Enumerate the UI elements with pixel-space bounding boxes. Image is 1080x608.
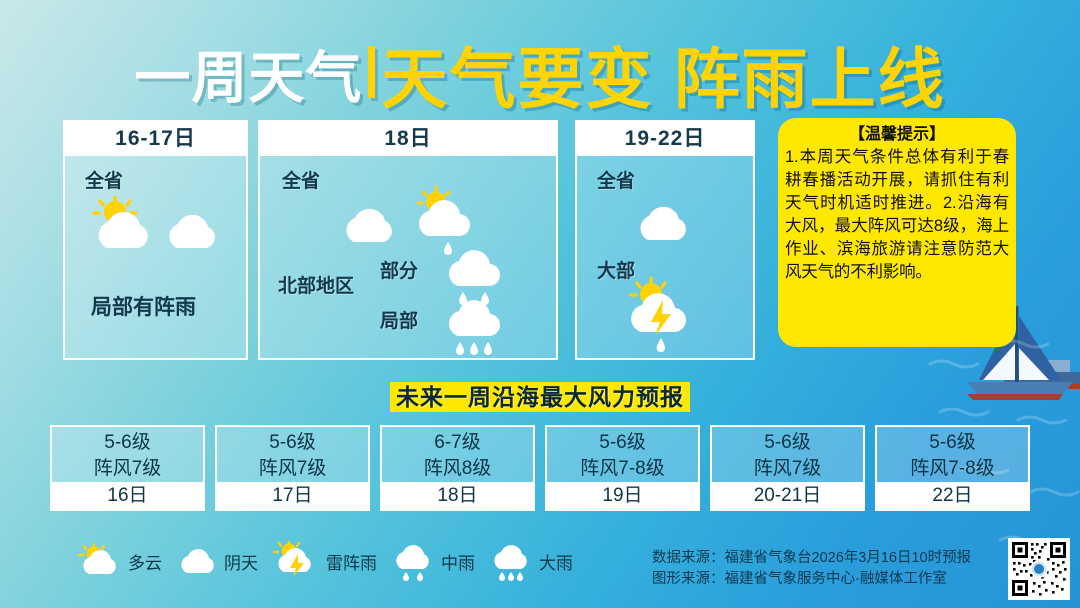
cloudy-icon bbox=[169, 214, 215, 248]
data-source-line: 数据来源：福建省气象台2026年3月16日10时预报 bbox=[652, 550, 972, 566]
moderate-rain-icon bbox=[449, 250, 501, 305]
panel-2-date: 18日 bbox=[260, 122, 556, 156]
forecast-panel-1[interactable]: 16-17日 全省 局部有阵雨 bbox=[63, 120, 248, 360]
legend-label: 雷阵雨 bbox=[326, 553, 377, 573]
wind-cell-levels: 5-6级 阵风7级 bbox=[712, 427, 863, 482]
weather-legend: 多云 阴天 雷阵雨 中雨 bbox=[78, 538, 573, 584]
wind-cell[interactable]: 5-6级 阵风7级 20-21日 bbox=[710, 425, 865, 511]
wind-level: 5-6级 bbox=[764, 432, 811, 453]
legend-item: 雷阵雨 bbox=[272, 541, 377, 581]
panel-2-body: 全省 北部地区 部分 局部 bbox=[260, 156, 556, 358]
legend-item: 大雨 bbox=[489, 540, 573, 582]
wind-level: 5-6级 bbox=[104, 432, 151, 453]
source-footer: 数据来源：福建省气象台2026年3月16日10时预报 图形来源：福建省气象服务中… bbox=[652, 548, 971, 590]
wind-cell-levels: 5-6级 阵风7级 bbox=[217, 427, 368, 482]
legend-label: 大雨 bbox=[539, 553, 573, 573]
wind-cell-levels: 5-6级 阵风7级 bbox=[52, 427, 203, 482]
cloudy-icon bbox=[181, 549, 214, 573]
wind-section-title-wrap: 未来一周沿海最大风力预报 bbox=[0, 382, 1080, 412]
wind-section-title: 未来一周沿海最大风力预报 bbox=[390, 382, 690, 412]
partly-cloudy-icon bbox=[92, 196, 148, 248]
wind-cell-levels: 6-7级 阵风8级 bbox=[382, 427, 533, 482]
wind-forecast-row: 5-6级 阵风7级 16日 5-6级 阵风7级 17日 6-7级 阵风8级 18… bbox=[50, 425, 1030, 511]
thunderstorm-icon bbox=[272, 541, 311, 577]
moderate-rain-icon bbox=[396, 545, 429, 581]
wind-level: 5-6级 bbox=[599, 432, 646, 453]
tips-body: 1.本周天气条件总体有利于春耕春播活动开展，请抓住有利天气时机适时推进。2.沿海… bbox=[785, 148, 1009, 281]
legend-label: 多云 bbox=[128, 553, 162, 573]
wind-cell[interactable]: 5-6级 阵风7级 16日 bbox=[50, 425, 205, 511]
wind-cell[interactable]: 5-6级 阵风7-8级 19日 bbox=[545, 425, 700, 511]
legend-label: 中雨 bbox=[441, 553, 475, 573]
wind-cell[interactable]: 5-6级 阵风7-8级 22日 bbox=[875, 425, 1030, 511]
wind-gust: 阵风7-8级 bbox=[910, 458, 995, 479]
wind-gust: 阵风7级 bbox=[753, 458, 822, 479]
forecast-panel-3[interactable]: 19-22日 全省 大部 bbox=[575, 120, 755, 360]
partly-cloudy-icon bbox=[78, 543, 116, 574]
tips-box: 【温馨提示】 1.本周天气条件总体有利于春耕春播活动开展，请抓住有利天气时机适时… bbox=[778, 118, 1016, 347]
heavy-rain-icon bbox=[494, 545, 527, 581]
page-title: 一周天气 天气要变 阵雨上线 bbox=[0, 26, 1080, 122]
panel-1-body: 全省 局部有阵雨 bbox=[65, 156, 246, 358]
legend-label: 阴天 bbox=[224, 553, 258, 573]
panel-2-region-secondary: 北部地区 bbox=[278, 276, 355, 297]
wind-gust: 阵风7级 bbox=[258, 458, 327, 479]
panel-3-body: 全省 大部 bbox=[577, 156, 753, 358]
graphic-source-line: 图形来源：福建省气象服务中心·融媒体工作室 bbox=[652, 571, 947, 587]
wind-cell[interactable]: 6-7级 阵风8级 18日 bbox=[380, 425, 535, 511]
panel-1-note: 局部有阵雨 bbox=[91, 296, 196, 319]
panel-3-date: 19-22日 bbox=[577, 122, 753, 156]
legend-item: 阴天 bbox=[176, 544, 258, 578]
wind-level: 5-6级 bbox=[929, 432, 976, 453]
title-white-part: 一周天气 bbox=[134, 46, 363, 110]
panel-2-region-primary: 全省 bbox=[282, 171, 321, 192]
wind-date: 18日 bbox=[382, 482, 533, 510]
legend-item: 中雨 bbox=[391, 540, 475, 582]
wind-date: 22日 bbox=[877, 482, 1028, 510]
cloudy-icon bbox=[640, 206, 686, 240]
panel-2-sub-label-2: 局部 bbox=[380, 311, 419, 332]
cloudy-icon bbox=[346, 208, 392, 242]
panel-1-date: 16-17日 bbox=[65, 122, 246, 156]
thunderstorm-icon bbox=[629, 276, 687, 353]
panel-1-region-primary: 全省 bbox=[85, 171, 124, 192]
qr-code[interactable] bbox=[1008, 538, 1070, 600]
partly-cloudy-rain-icon bbox=[416, 185, 471, 255]
wind-cell-levels: 5-6级 阵风7-8级 bbox=[877, 427, 1028, 482]
wind-cell-levels: 5-6级 阵风7-8级 bbox=[547, 427, 698, 482]
wind-level: 6-7级 bbox=[434, 432, 481, 453]
heavy-rain-icon bbox=[449, 300, 501, 355]
wind-gust: 阵风7级 bbox=[93, 458, 162, 479]
wind-date: 16日 bbox=[52, 482, 203, 510]
wind-gust: 阵风7-8级 bbox=[580, 458, 665, 479]
panel-3-region-secondary: 大部 bbox=[597, 261, 636, 282]
wind-date: 17日 bbox=[217, 482, 368, 510]
wind-gust: 阵风8级 bbox=[423, 458, 492, 479]
title-divider-bar bbox=[368, 46, 376, 98]
wind-cell[interactable]: 5-6级 阵风7级 17日 bbox=[215, 425, 370, 511]
title-yellow-part: 天气要变 阵雨上线 bbox=[381, 42, 946, 116]
wind-level: 5-6级 bbox=[269, 432, 316, 453]
wind-date: 19日 bbox=[547, 482, 698, 510]
legend-item: 多云 bbox=[78, 543, 162, 579]
panel-3-region-primary: 全省 bbox=[597, 171, 636, 192]
panel-2-sub-label-1: 部分 bbox=[380, 261, 419, 282]
tips-title: 【温馨提示】 bbox=[848, 126, 945, 143]
forecast-panel-2[interactable]: 18日 全省 北部地区 部分 局部 bbox=[258, 120, 558, 360]
wind-date: 20-21日 bbox=[712, 482, 863, 510]
